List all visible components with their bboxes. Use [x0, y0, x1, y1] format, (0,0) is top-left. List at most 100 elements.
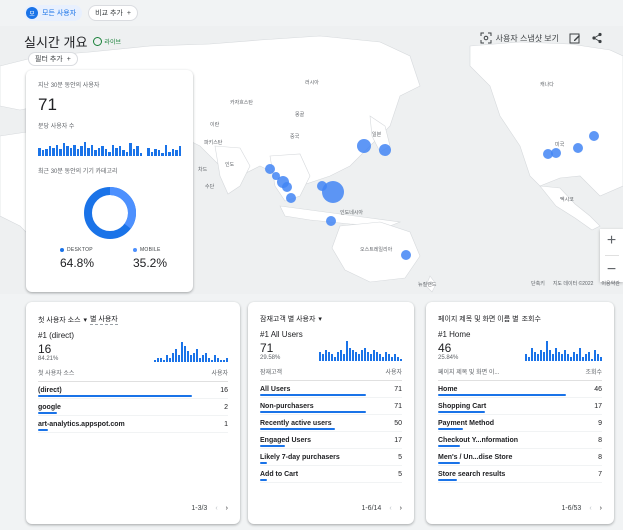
add-filter-button[interactable]: 필터 추가 + — [28, 52, 78, 66]
per-minute-bar — [168, 151, 171, 156]
mini-bar — [573, 352, 575, 361]
table-row[interactable]: Shopping Cart 17 — [438, 398, 602, 415]
card-title[interactable]: 첫 사용자 소스 ▾ 별 사용자 — [38, 314, 228, 325]
table-row[interactable]: All Users 71 — [260, 381, 402, 398]
page-title: 실시간 개요 — [24, 35, 88, 50]
map-label-japan: 일본 — [372, 131, 382, 138]
table-row[interactable]: Add to Cart 5 — [260, 466, 402, 483]
map-label-usa: 미국 — [555, 141, 565, 148]
user-location-bubble[interactable] — [282, 182, 292, 192]
table-row[interactable]: Recently active users 50 — [260, 415, 402, 432]
card-title[interactable]: 잠재고객 별 사용자 ▾ — [260, 314, 402, 324]
user-location-bubble[interactable] — [379, 144, 391, 156]
top-item-percent: 84.21% — [38, 356, 59, 362]
user-location-bubble[interactable] — [589, 131, 599, 141]
terms-link[interactable]: 이용약관 — [601, 281, 620, 287]
map-label-iran: 이란 — [210, 121, 220, 128]
user-location-bubble[interactable] — [543, 149, 553, 159]
all-users-label: 모든 사용자 — [42, 10, 77, 17]
device-donut[interactable] — [38, 185, 181, 241]
table-row[interactable]: google 2 — [38, 399, 228, 416]
per-minute-bar-chart[interactable] — [38, 142, 182, 156]
mini-bar — [600, 356, 602, 361]
per-minute-bar — [76, 149, 80, 156]
table-row[interactable]: Checkout Y...nformation 8 — [438, 432, 602, 449]
column-header-dimension: 첫 사용자 소스 — [38, 371, 75, 377]
mini-bar — [385, 352, 387, 361]
zoom-in-button[interactable]: + — [606, 231, 617, 249]
row-name: Store search results — [438, 470, 506, 478]
row-count: 5 — [398, 470, 402, 478]
mini-bar — [528, 356, 530, 361]
zoom-out-button[interactable]: − — [606, 261, 617, 279]
share-icon[interactable] — [591, 32, 603, 44]
row-count: 8 — [598, 453, 602, 461]
legend-desktop: DESKTOP 64.8% — [60, 247, 94, 270]
add-comparison-label: 비교 추가 — [95, 10, 123, 17]
table-row[interactable]: Likely 7-day purchasers 5 — [260, 449, 402, 466]
user-snapshot-button[interactable]: 사용자 스냅샷 보기 — [480, 32, 559, 44]
card-title[interactable]: 페이지 제목 및 화면 이름 별 조회수 — [438, 314, 602, 324]
row-count: 16 — [220, 386, 228, 394]
per-minute-bar — [139, 153, 143, 156]
table-row[interactable]: (direct) 16 — [38, 382, 228, 399]
chevron-right-icon[interactable]: › — [225, 505, 228, 512]
row-name: Shopping Cart — [438, 402, 487, 410]
row-count: 71 — [394, 385, 402, 393]
card-title-primary: 페이지 제목 및 화면 이름 별 — [438, 316, 519, 323]
per-minute-bar — [87, 147, 90, 156]
column-header-metric: 조회수 — [585, 370, 602, 376]
chevron-left-icon[interactable]: ‹ — [215, 505, 218, 512]
chevron-right-icon[interactable]: › — [599, 505, 602, 512]
add-filter-label: 필터 추가 — [35, 56, 63, 63]
per-minute-bar — [59, 149, 62, 156]
table-row[interactable]: Men's / Un...dise Store 8 — [438, 449, 602, 466]
user-location-bubble[interactable] — [357, 139, 371, 153]
row-name: Non-purchasers — [260, 402, 314, 410]
user-location-bubble[interactable] — [573, 143, 583, 153]
map-label-china: 중국 — [290, 134, 300, 140]
table-row[interactable]: Payment Method 9 — [438, 415, 602, 432]
top-item-summary: #1 All Users 71 29.58% — [260, 330, 402, 361]
mini-bar-chart[interactable] — [525, 341, 602, 361]
map-label-india: 인도 — [225, 161, 235, 168]
top-item-name: Home — [449, 330, 471, 339]
india-landmass — [214, 145, 251, 195]
user-location-bubble[interactable] — [265, 164, 275, 174]
user-location-bubble[interactable] — [326, 216, 336, 226]
mini-bar — [537, 354, 539, 361]
user-location-bubble[interactable] — [401, 250, 411, 260]
user-location-bubble[interactable] — [272, 172, 280, 180]
mini-bar-chart[interactable] — [154, 342, 228, 362]
table-row[interactable]: art-analytics.appspot.com 1 — [38, 416, 228, 433]
table-row[interactable]: Non-purchasers 71 — [260, 398, 402, 415]
all-users-chip[interactable]: 모 모든 사용자 — [24, 5, 83, 21]
per-minute-bar — [161, 153, 164, 156]
row-name: art-analytics.appspot.com — [38, 420, 125, 428]
row-name: Men's / Un...dise Store — [438, 453, 513, 461]
table-row[interactable]: Home 46 — [438, 381, 602, 398]
per-minute-bar — [52, 147, 55, 156]
mini-bar — [391, 356, 393, 361]
top-rank: #1 — [438, 330, 447, 339]
user-location-bubble[interactable] — [286, 193, 296, 203]
mini-bar — [531, 347, 533, 361]
mobile-value: 35.2% — [132, 256, 167, 270]
shortcuts-link[interactable]: 단축키 — [531, 281, 545, 287]
chevron-right-icon[interactable]: › — [399, 505, 402, 512]
chevron-left-icon[interactable]: ‹ — [389, 505, 392, 512]
mobile-label: MOBILE — [139, 247, 161, 253]
row-proportion-bar — [438, 479, 458, 481]
user-location-bubble[interactable] — [551, 148, 561, 158]
card-title-primary: 첫 사용자 소스 — [38, 316, 81, 324]
table-row[interactable]: Engaged Users 17 — [260, 432, 402, 449]
per-minute-bar — [41, 150, 45, 156]
add-comparison-button[interactable]: 비교 추가 + — [88, 5, 138, 21]
chevron-left-icon[interactable]: ‹ — [589, 505, 592, 512]
table-row[interactable]: Store search results 7 — [438, 466, 602, 483]
australia-landmass — [331, 221, 421, 283]
edit-report-icon[interactable] — [569, 32, 581, 44]
mini-bar-chart[interactable] — [319, 341, 402, 361]
mini-bar — [400, 358, 402, 361]
user-location-bubble[interactable] — [322, 181, 344, 203]
